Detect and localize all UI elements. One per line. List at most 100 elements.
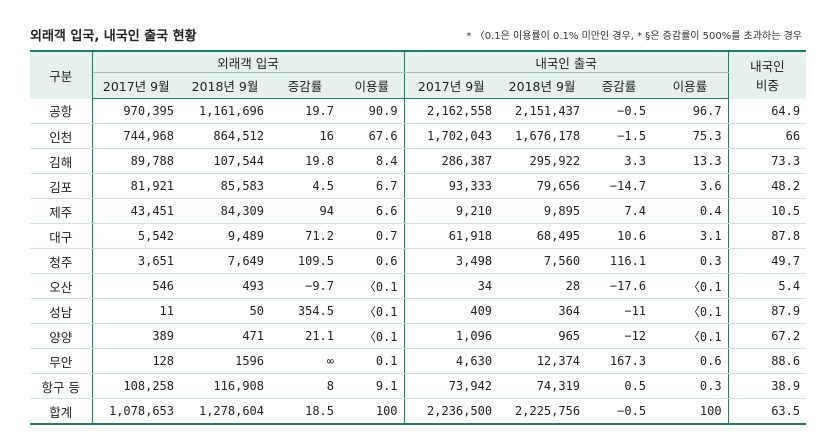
row-label: 김포	[30, 173, 93, 199]
table-cell: 5.4	[727, 273, 807, 299]
row-label: 양양	[30, 323, 93, 349]
table-cell: 96.7	[652, 98, 729, 124]
table-cell: 12,374	[498, 348, 587, 374]
table-cell: 1,702,043	[403, 123, 499, 149]
table-cell: 0.4	[652, 198, 729, 224]
row-label: 대구	[30, 223, 93, 249]
table-cell: −0.5	[586, 398, 653, 425]
table-cell: 89,788	[92, 148, 180, 174]
table-cell: 〈0.1	[652, 323, 729, 349]
table-cell: 744,968	[92, 123, 180, 149]
table-cell: 28	[498, 273, 587, 299]
table-cell: 38.9	[727, 373, 807, 399]
table-cell: 74,319	[498, 373, 587, 399]
table-cell: 3.6	[652, 173, 729, 199]
table-cell: 73,942	[403, 373, 499, 399]
table-cell: 7,649	[180, 248, 270, 274]
table-cell: 〈0.1	[340, 323, 405, 349]
row-label: 합계	[30, 398, 93, 425]
table-cell: 〈0.1	[652, 298, 729, 324]
table-cell: 63.5	[727, 398, 807, 425]
row-header: 구분	[30, 50, 93, 99]
col-header: 이용률	[340, 72, 405, 99]
table-cell: 3,498	[403, 248, 499, 274]
table-row: 김해 89,788 107,544 19.8 8.4 286,387 295,922 3.3 1…	[30, 148, 807, 174]
table-cell: 11	[92, 298, 180, 324]
table-cell: 34	[403, 273, 499, 299]
table-cell: 116,908	[180, 373, 270, 399]
table-cell: 116.1	[586, 248, 653, 274]
table-cell: −0.5	[586, 98, 653, 124]
table-cell: 19.7	[270, 98, 340, 124]
table-cell: 471	[180, 323, 270, 349]
row-label: 성남	[30, 298, 93, 324]
table-cell: 16	[270, 123, 340, 149]
table-cell: 88.6	[727, 348, 807, 374]
share-header-line1: 내국인	[750, 59, 785, 75]
table-cell: 0.5	[586, 373, 653, 399]
table-cell: −12	[586, 323, 653, 349]
table-cell: 1,278,604	[180, 398, 270, 425]
table-cell: 79,656	[498, 173, 587, 199]
share-header: 내국인 비중	[727, 50, 807, 99]
table-cell: 100	[340, 398, 405, 425]
col-header: 이용률	[652, 72, 729, 99]
table-cell: 0.3	[652, 248, 729, 274]
table-cell: 85,583	[180, 173, 270, 199]
table-cell: 167.3	[586, 348, 653, 374]
table-cell: 0.3	[652, 373, 729, 399]
table-cell: 7,560	[498, 248, 587, 274]
table-cell: 108,258	[92, 373, 180, 399]
table-cell: 73.3	[727, 148, 807, 174]
table-cell: 4,630	[403, 348, 499, 374]
table-cell: 2,162,558	[403, 98, 499, 124]
table-cell: 2,236,500	[403, 398, 499, 425]
row-label: 공항	[30, 98, 93, 124]
table-cell: −17.6	[586, 273, 653, 299]
share-header-line2: 비중	[755, 78, 779, 94]
table-row: 무안 128 1596 ∞ 0.1 4,630 12,374 167.3 0.6 88.6	[30, 348, 807, 374]
table-cell: 9.1	[340, 373, 405, 399]
table-cell: −14.7	[586, 173, 653, 199]
col-header: 2017년 9월	[92, 72, 180, 99]
table-cell: −1.5	[586, 123, 653, 149]
page-title: 외래객 입국, 내국인 출국 현황	[30, 29, 197, 44]
table-cell: 90.9	[340, 98, 405, 124]
table-cell: 970,395	[92, 98, 180, 124]
table-cell: 9,489	[180, 223, 270, 249]
table-cell: 93,333	[403, 173, 499, 199]
table-cell: 19.8	[270, 148, 340, 174]
table-cell: 9,210	[403, 198, 499, 224]
table-cell: 13.3	[652, 148, 729, 174]
table-cell: 0.1	[340, 348, 405, 374]
table-cell: 1,676,178	[498, 123, 587, 149]
table-cell: 2,151,437	[498, 98, 587, 124]
table-cell: 3.3	[586, 148, 653, 174]
col-header: 2018년 9월	[498, 72, 587, 99]
table-cell: ∞	[270, 348, 340, 374]
table-cell: 84,309	[180, 198, 270, 224]
table-cell: 49.7	[727, 248, 807, 274]
table-cell: 493	[180, 273, 270, 299]
col-header: 2017년 9월	[403, 72, 499, 99]
table-cell: 546	[92, 273, 180, 299]
table-row: 항구 등 108,258 116,908 8 9.1 73,942 74,319 0.5 0.3…	[30, 373, 807, 399]
row-label: 항구 등	[30, 373, 93, 399]
table-cell: 0.6	[652, 348, 729, 374]
table-row: 공항 970,395 1,161,696 19.7 90.9 2,162,558 2,151…	[30, 98, 807, 124]
row-label: 김해	[30, 148, 93, 174]
korean-group-header: 내국인 출국	[403, 50, 729, 73]
table-cell: 1,078,653	[92, 398, 180, 425]
row-label: 제주	[30, 198, 93, 224]
table-cell: 6.7	[340, 173, 405, 199]
table-cell: 965	[498, 323, 587, 349]
stats-table: 구분 외래객 입국 내국인 출국 내국인 비중 2017년 9월 2018년 9…	[30, 50, 807, 425]
table-cell: 409	[403, 298, 499, 324]
table-cell: 18.5	[270, 398, 340, 425]
table-cell: 43,451	[92, 198, 180, 224]
table-cell: 81,921	[92, 173, 180, 199]
table-cell: 8.4	[340, 148, 405, 174]
table-cell: −11	[586, 298, 653, 324]
table-cell: 21.1	[270, 323, 340, 349]
table-row: 김포 81,921 85,583 4.5 6.7 93,333 79,656 −14.7 3.6…	[30, 173, 807, 199]
